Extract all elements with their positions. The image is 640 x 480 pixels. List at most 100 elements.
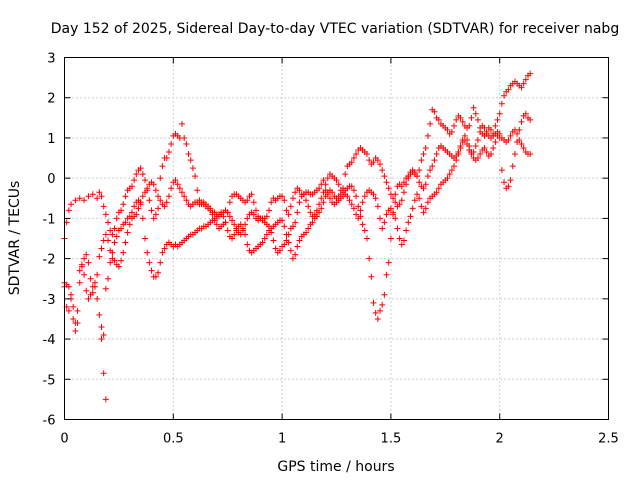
data-point [468, 114, 475, 121]
data-point [229, 235, 236, 242]
data-point [233, 225, 240, 232]
data-point [355, 215, 362, 222]
data-point [68, 201, 75, 208]
data-point [91, 283, 98, 290]
data-point [183, 140, 190, 147]
data-point [455, 151, 462, 158]
data-point [261, 235, 268, 242]
x-tick-label: 2 [496, 432, 504, 447]
data-point [516, 126, 523, 133]
data-points [61, 70, 534, 403]
data-point [65, 283, 72, 290]
data-point [359, 199, 366, 206]
data-point [133, 171, 140, 178]
data-point [281, 223, 288, 230]
data-point [146, 259, 153, 266]
data-point [250, 199, 257, 206]
data-point [494, 116, 501, 123]
data-point [444, 126, 451, 133]
data-point [366, 255, 373, 262]
y-tick-label: -3 [43, 293, 56, 308]
x-tick-label: 1 [278, 432, 286, 447]
data-point [392, 199, 399, 206]
data-point [320, 177, 327, 184]
data-point [420, 185, 427, 192]
data-point [76, 195, 83, 202]
data-point [115, 263, 122, 270]
data-point [244, 215, 251, 222]
data-point [150, 181, 157, 188]
data-point [259, 239, 266, 246]
data-point [433, 151, 440, 158]
data-point [492, 138, 499, 145]
data-point [157, 175, 164, 182]
data-point [335, 181, 342, 188]
data-point [128, 183, 135, 190]
data-point [279, 193, 286, 200]
data-point [105, 237, 112, 244]
data-point [89, 191, 96, 198]
data-point [453, 116, 460, 123]
x-axis-label: GPS time / hours [277, 459, 394, 475]
data-point [451, 163, 458, 170]
data-point [353, 211, 360, 218]
data-point [120, 249, 127, 256]
data-point [520, 145, 527, 151]
data-point [518, 84, 525, 91]
data-point [98, 336, 105, 343]
data-point [213, 221, 220, 228]
data-point [385, 259, 392, 266]
data-point [350, 187, 357, 194]
data-point [353, 151, 360, 158]
y-tick-label: -4 [43, 333, 56, 348]
data-point [353, 193, 360, 200]
data-point [481, 145, 488, 151]
data-point [142, 177, 149, 184]
data-point [289, 195, 296, 202]
data-point [222, 219, 229, 226]
data-point [229, 217, 236, 224]
data-point [387, 235, 394, 242]
data-point [446, 171, 453, 178]
data-point [292, 219, 299, 226]
data-point [501, 92, 508, 99]
data-point [370, 159, 377, 166]
data-point [179, 120, 186, 127]
data-point [279, 217, 286, 224]
data-point [268, 199, 275, 206]
data-point [70, 315, 77, 322]
data-point [379, 301, 386, 308]
data-point [400, 237, 407, 244]
data-point [383, 179, 390, 186]
data-point [383, 211, 390, 218]
data-point [289, 255, 296, 262]
data-point [144, 185, 151, 192]
data-point [387, 205, 394, 212]
data-point [283, 207, 290, 214]
data-point [357, 207, 364, 214]
data-point [461, 136, 468, 143]
data-point [165, 193, 172, 200]
data-point [183, 197, 190, 204]
data-point [474, 155, 481, 162]
data-point [72, 319, 79, 326]
data-point [370, 299, 377, 306]
data-point [350, 155, 357, 162]
data-point [181, 134, 188, 141]
data-point [98, 323, 105, 330]
data-point [433, 189, 440, 196]
data-point [363, 151, 370, 158]
data-point [322, 181, 329, 188]
y-tick-label: 1 [47, 132, 55, 147]
data-point [377, 307, 384, 314]
data-point [111, 239, 118, 246]
y-tick-label: -5 [43, 373, 56, 388]
data-point [102, 396, 109, 403]
data-point [152, 211, 159, 218]
data-point [89, 289, 96, 296]
data-point [272, 245, 279, 252]
data-point [107, 227, 114, 234]
data-point [126, 221, 133, 228]
data-point [307, 209, 314, 216]
data-point [248, 191, 255, 198]
